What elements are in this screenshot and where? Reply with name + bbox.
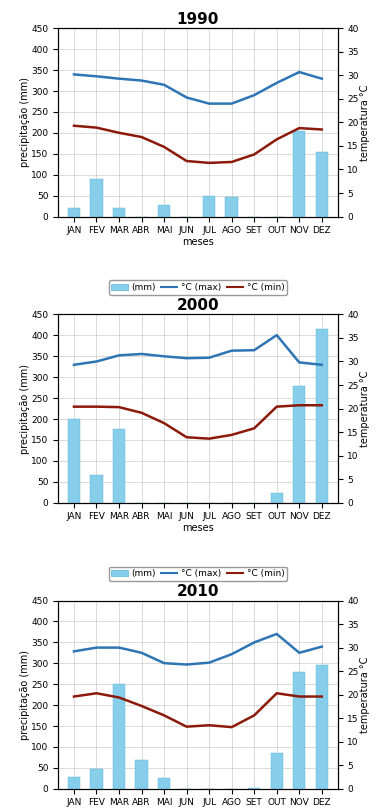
Bar [158,205,170,217]
Title: 1990: 1990 [177,12,219,28]
Bar [225,197,238,217]
Bar [113,684,125,789]
Title: 2000: 2000 [177,299,219,313]
X-axis label: meses: meses [182,237,214,247]
Bar [315,329,328,502]
Bar [68,208,80,217]
Y-axis label: precipitação (mm): precipitação (mm) [20,363,30,454]
Bar [270,753,283,789]
Legend: (mm), °C (max), °C (min): (mm), °C (max), °C (min) [109,566,287,581]
Bar [90,769,103,789]
Y-axis label: temperatura °C: temperatura °C [360,656,370,733]
Bar [270,493,283,502]
Bar [113,208,125,217]
Bar [90,476,103,502]
Bar [68,777,80,789]
Legend: (mm), °C (max), °C (min): (mm), °C (max), °C (min) [109,281,287,294]
Bar [68,419,80,502]
Bar [315,665,328,789]
X-axis label: meses: meses [182,523,214,533]
Bar [90,179,103,217]
Y-axis label: temperatura °C: temperatura °C [360,371,370,447]
Y-axis label: precipitação (mm): precipitação (mm) [20,650,30,739]
Bar [293,671,305,789]
Bar [203,197,215,217]
Title: 2010: 2010 [177,584,219,599]
Y-axis label: temperatura °C: temperatura °C [360,84,370,161]
Bar [113,430,125,502]
Bar [293,131,305,217]
Bar [158,778,170,789]
Bar [248,787,260,789]
Bar [315,152,328,217]
Bar [135,760,148,789]
Bar [293,386,305,502]
Y-axis label: precipitação (mm): precipitação (mm) [20,78,30,167]
